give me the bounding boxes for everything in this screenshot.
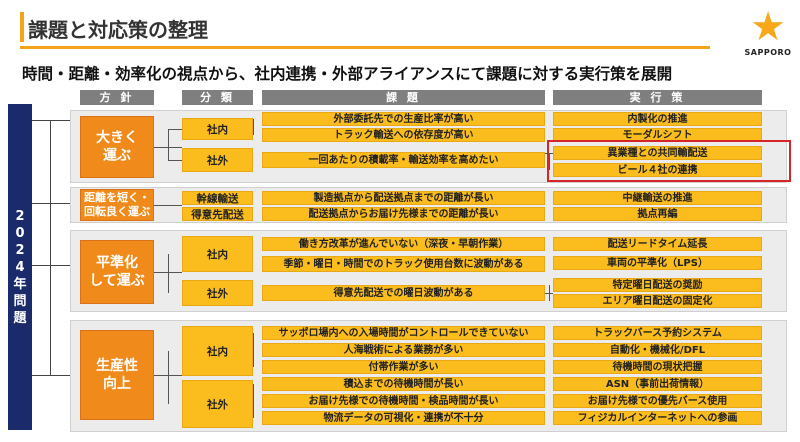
measure-item: 異業種との共同輸配送 xyxy=(553,146,762,160)
measure-item: お届け先様での優先バース使用 xyxy=(553,394,762,408)
problem-item: 製造拠点から配送拠点までの距離が長い xyxy=(262,191,545,205)
problem-item: 物流データの可視化・連携が不十分 xyxy=(262,411,545,425)
connector-line xyxy=(549,285,550,301)
vertical-char: 問 xyxy=(13,293,27,309)
measure-item: 中継輸送の推進 xyxy=(553,191,762,205)
connector-line xyxy=(168,129,169,160)
problem-item: 配送拠点からお届け先様までの距離が長い xyxy=(262,207,545,221)
problem-item: 外部委託先での生産比率が高い xyxy=(262,112,545,126)
tree-connector xyxy=(32,265,70,266)
problem-item: 積込までの待機時間が長い xyxy=(262,377,545,391)
header-measure: 実 行 策 xyxy=(553,90,762,105)
measure-item: 特定曜日配送の奨励 xyxy=(553,278,762,292)
problem-item: 働き方改革が進んでいない（深夜・早朝作業） xyxy=(262,237,545,251)
policy-leveling: 平準化 して運ぶ xyxy=(80,240,154,304)
problem-item: 人海戦術による業務が多い xyxy=(262,343,545,357)
problem-item: お届け先様での待機時間・検品時間が長い xyxy=(262,394,545,408)
category-external: 社外 xyxy=(182,380,253,428)
connector-line xyxy=(168,160,182,161)
category-customer-delivery: 得意先配送 xyxy=(182,207,253,221)
policy-large-transport: 大きく 運ぶ xyxy=(80,116,154,178)
measure-item: 内製化の推進 xyxy=(553,112,762,126)
measure-item: ビール４社の連携 xyxy=(553,163,762,177)
vertical-char: 題 xyxy=(13,310,27,326)
connector-line xyxy=(253,333,254,367)
policy-line: 回転良く運ぶ xyxy=(84,205,150,218)
category-external: 社外 xyxy=(182,280,253,306)
measure-item: エリア曜日配送の固定化 xyxy=(553,294,762,308)
problem-item: 季節・曜日・時間でのトラック使用台数に波動がある xyxy=(262,256,545,272)
vertical-char: 2 xyxy=(15,242,25,258)
highlight-box xyxy=(547,140,791,182)
category-internal: 社内 xyxy=(182,236,253,272)
measure-item: フィジカルインターネットへの参画 xyxy=(553,411,762,425)
policy-short-distance: 距離を短く・ 回転良く運ぶ xyxy=(80,189,154,221)
page-subtitle: 時間・距離・効率化の視点から、社内連携・外部アライアンスにて課題に対する実行策を… xyxy=(22,65,673,83)
measure-item: 待機時間の現状把握 xyxy=(553,360,762,374)
brand-logo: ★ SAPPORO xyxy=(743,6,793,64)
connector-line xyxy=(168,129,182,130)
header-problem: 課 題 xyxy=(262,90,545,105)
problem-item: 付帯作業が多い xyxy=(262,360,545,374)
connector-line xyxy=(154,205,182,206)
policy-line: 平準化 xyxy=(96,254,138,271)
measure-item: トラックバース予約システム xyxy=(553,326,762,340)
policy-line: 大きく xyxy=(96,129,138,146)
category-trunk-transport: 幹線輸送 xyxy=(182,191,253,205)
category-internal: 社内 xyxy=(182,326,253,376)
vertical-char: 0 xyxy=(15,225,25,241)
connector-line xyxy=(168,254,169,293)
vertical-char: 4 xyxy=(15,259,25,275)
policy-line: 向上 xyxy=(103,376,131,392)
connector-line xyxy=(253,119,254,135)
measure-item: 配送リードタイム延長 xyxy=(553,237,762,251)
category-external: 社外 xyxy=(182,148,253,172)
policy-line: して運ぶ xyxy=(89,273,145,289)
vertical-char: 2 xyxy=(15,208,25,224)
title-underline xyxy=(20,12,710,49)
tree-connector xyxy=(32,375,70,376)
connector-line xyxy=(168,351,169,404)
header-category: 分 類 xyxy=(182,90,253,105)
page-title: 課題と対応策の整理 xyxy=(28,18,208,42)
header-policy: 方 針 xyxy=(80,90,154,105)
policy-productivity: 生産性 向上 xyxy=(80,330,154,420)
connector-line xyxy=(253,384,254,418)
tree-connector xyxy=(32,120,70,121)
measure-item: 車両の平準化（LPS） xyxy=(553,256,762,270)
problem-item: トラック輸送への依存度が高い xyxy=(262,128,545,142)
problem-item: サッポロ場内への入場時間がコントロールできていない xyxy=(262,326,545,340)
star-icon: ★ xyxy=(750,4,786,50)
tree-connector xyxy=(50,120,51,375)
problem-item: 得意先配送での曜日波動がある xyxy=(262,285,545,301)
problem-item: 一回あたりの積載率・輸送効率を高めたい xyxy=(262,152,545,168)
logo-text: SAPPORO xyxy=(744,48,792,57)
policy-line: 生産性 xyxy=(96,357,138,374)
measure-item: ASN（事前出荷情報） xyxy=(553,377,762,391)
vertical-label-2024: 2 0 2 4 年 問 題 xyxy=(8,104,32,430)
connector-line xyxy=(549,153,550,170)
category-internal: 社内 xyxy=(182,118,253,140)
policy-line: 距離を短く・ xyxy=(84,190,150,204)
tree-connector xyxy=(32,203,70,204)
measure-item: 自動化・機械化/DFL xyxy=(553,343,762,357)
vertical-char: 年 xyxy=(13,276,27,292)
measure-item: 拠点再編 xyxy=(553,207,762,221)
policy-line: 運ぶ xyxy=(103,148,131,164)
